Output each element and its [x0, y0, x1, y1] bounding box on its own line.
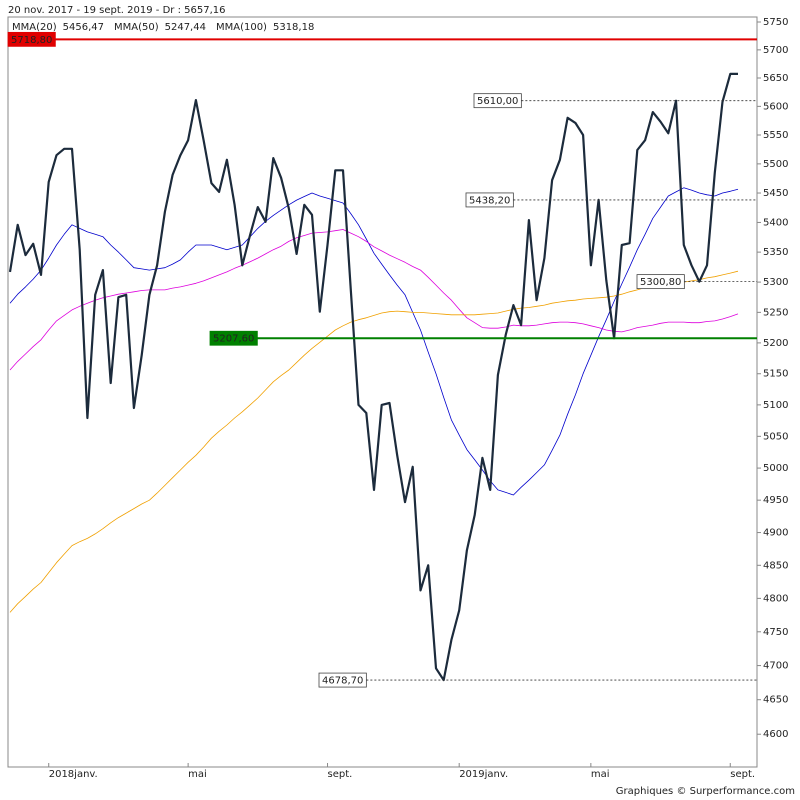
annotation-label: 5438,20	[469, 195, 510, 206]
y-tick-label: 4850	[763, 560, 788, 571]
legend-label: MMA(100)	[216, 22, 267, 33]
legend-value: 5318,18	[273, 22, 314, 33]
annotation-label: 5300,80	[640, 277, 681, 288]
y-tick-label: 5150	[763, 369, 788, 380]
x-tick-label: sept.	[730, 769, 755, 780]
y-tick-label: 5300	[763, 277, 788, 288]
y-tick-label: 5100	[763, 400, 788, 411]
y-tick-label: 4700	[763, 661, 788, 672]
x-tick-label: mai	[591, 769, 610, 780]
annotation-label: 5207,60	[213, 334, 254, 345]
x-tick-label: 2018janv.	[49, 769, 98, 780]
annotation: 5610,00	[473, 93, 757, 109]
y-tick-label: 4900	[763, 528, 788, 539]
legend-label: MMA(50)	[114, 22, 159, 33]
series-line	[8, 72, 738, 682]
y-tick-label: 5750	[763, 17, 788, 28]
y-tick-label: 5400	[763, 217, 788, 228]
footer: Graphiques © Surperformance.com	[616, 786, 795, 797]
y-tick-label: 4800	[763, 593, 788, 604]
series-line	[9, 229, 739, 371]
y-tick-label: 5500	[763, 159, 788, 170]
x-tick-label: mai	[188, 769, 207, 780]
y-tick-label: 4950	[763, 495, 788, 506]
annotation: 5718,80	[7, 31, 757, 47]
y-tick-label: 5650	[763, 73, 788, 84]
annotation: 5438,20	[465, 192, 757, 208]
y-tick-label: 5450	[763, 188, 788, 199]
y-tick-label: 5700	[763, 45, 788, 56]
y-tick-label: 5250	[763, 307, 788, 318]
annotation: 4678,70	[318, 672, 757, 688]
annotation: 5300,80	[636, 274, 757, 290]
chart-title: 20 nov. 2017 - 19 sept. 2019 - Dr : 5657…	[8, 5, 225, 16]
legend-label: MMA(20)	[12, 22, 57, 33]
y-tick-label: 5350	[763, 247, 788, 258]
annotation-label: 5610,00	[477, 96, 518, 107]
y-tick-label: 4750	[763, 627, 788, 638]
y-tick-label: 4650	[763, 695, 788, 706]
x-tick-label: sept.	[328, 769, 353, 780]
legend-value: 5456,47	[63, 22, 104, 33]
annotation-label: 4678,70	[322, 676, 363, 687]
y-tick-label: 5050	[763, 431, 788, 442]
y-tick-label: 5600	[763, 101, 788, 112]
annotation-label: 5718,80	[11, 35, 52, 46]
y-tick-label: 5000	[763, 463, 788, 474]
legend-value: 5247,44	[165, 22, 206, 33]
y-tick-label: 4600	[763, 729, 788, 740]
plot-area	[7, 16, 758, 768]
y-tick-label: 5200	[763, 338, 788, 349]
x-tick-label: 2019janv.	[459, 769, 508, 780]
annotation: 5207,60	[209, 330, 757, 346]
y-tick-label: 5550	[763, 130, 788, 141]
